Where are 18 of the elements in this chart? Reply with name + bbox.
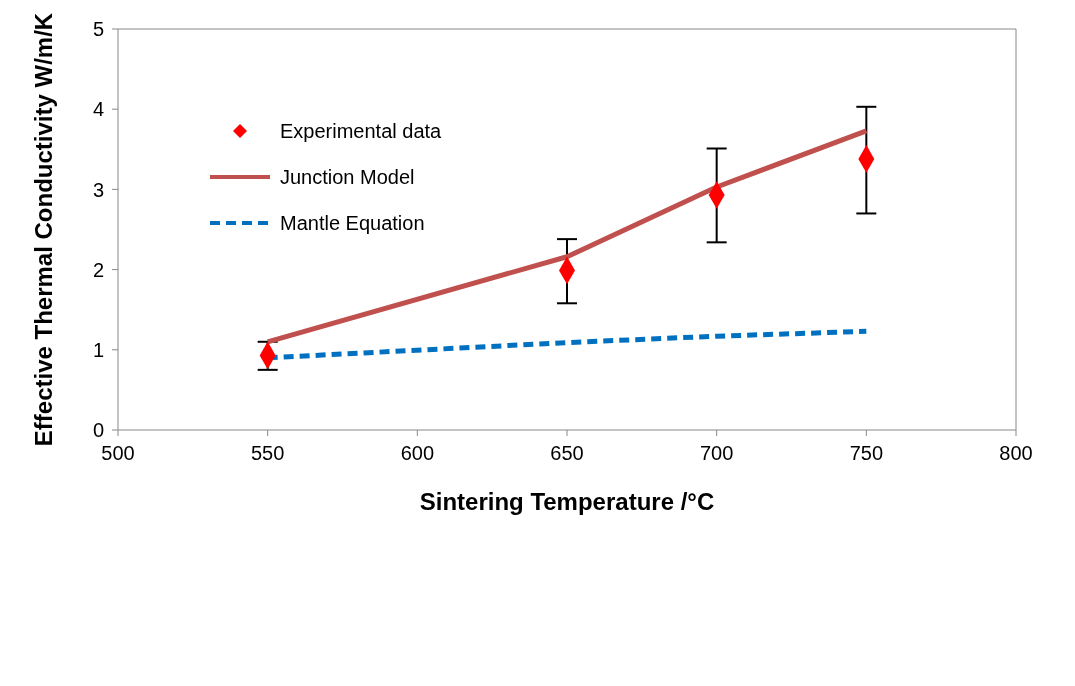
y-tick-label: 5: [92, 18, 104, 41]
x-tick-label: 500: [101, 442, 135, 465]
legend-label: Mantle Equation: [280, 211, 425, 235]
y-tick-label: 0: [92, 419, 104, 442]
x-tick-label: 800: [999, 442, 1033, 465]
y-tick-label: 2: [92, 258, 104, 281]
x-tick-label: 700: [699, 442, 734, 465]
legend-label: Junction Model: [280, 165, 415, 189]
x-tick-label: 550: [250, 442, 285, 465]
y-tick-label: 3: [92, 178, 104, 201]
x-axis-title: Sintering Temperature /°C: [419, 488, 715, 515]
x-tick-label: 650: [550, 442, 584, 465]
x-tick-label: 600: [400, 442, 435, 465]
y-tick-label: 1: [92, 338, 104, 361]
y-axis-title: Effective Thermal Conductivity W/m/K: [29, 12, 57, 447]
y-tick-label: 4: [92, 98, 104, 121]
legend-label: Experimental data: [280, 119, 442, 143]
x-tick-label: 750: [849, 442, 884, 465]
